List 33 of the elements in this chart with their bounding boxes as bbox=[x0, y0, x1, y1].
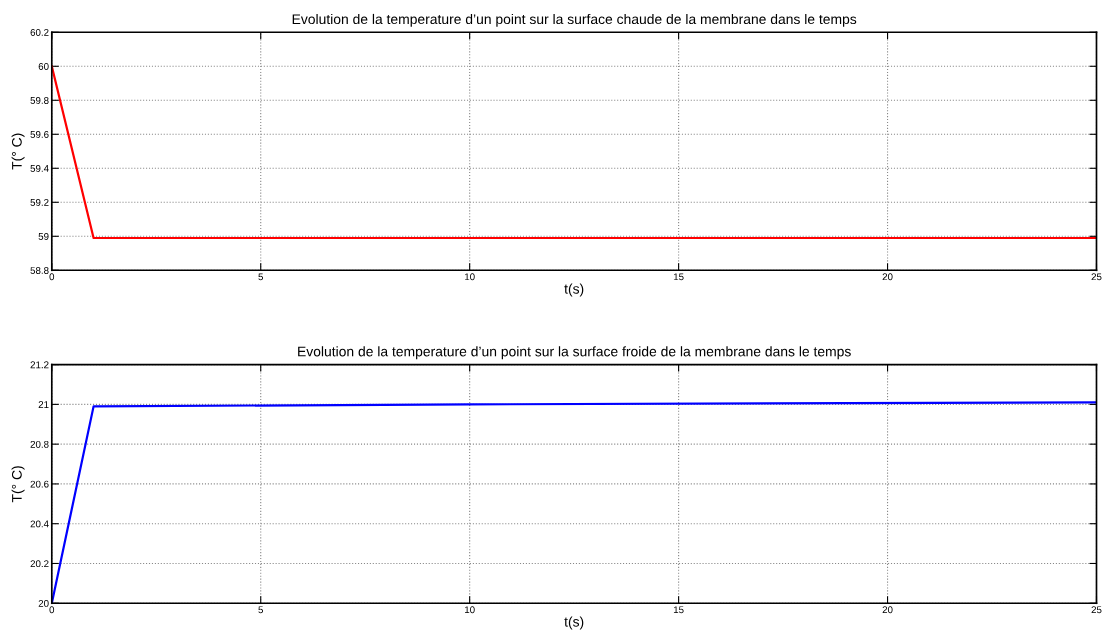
y-tick-label: 20.6 bbox=[30, 480, 49, 488]
y-tick-label: 60.2 bbox=[30, 29, 49, 36]
x-tick-label: 20 bbox=[882, 606, 893, 614]
y-tick-label: 20.2 bbox=[30, 560, 49, 568]
y-tick-label: 20.8 bbox=[30, 440, 49, 448]
x-tick-label: 5 bbox=[258, 606, 264, 614]
x-tick-label: 25 bbox=[1091, 606, 1102, 614]
x-tick-label: 0 bbox=[49, 606, 55, 614]
x-axis-title: t(s) bbox=[564, 283, 584, 297]
y-axis-title: T(° C) bbox=[11, 133, 25, 170]
y-tick-label: 21.2 bbox=[30, 361, 49, 369]
x-tick-label: 15 bbox=[673, 606, 684, 614]
y-axis-title: T(° C) bbox=[11, 466, 25, 503]
x-tick-label: 5 bbox=[258, 273, 264, 281]
chart-title: Evolution de la temperature d’un point sur la surface froide de la membrane dans le temps bbox=[298, 346, 851, 360]
y-tick-label: 59.8 bbox=[30, 97, 49, 104]
x-axis-title: t(s) bbox=[564, 616, 584, 630]
x-tick-label: 20 bbox=[882, 273, 893, 281]
x-tick-label: 0 bbox=[49, 273, 55, 281]
y-tick-label: 59.2 bbox=[30, 199, 49, 206]
y-tick-label: 59.6 bbox=[30, 131, 49, 138]
y-tick-label: 21 bbox=[38, 401, 49, 408]
y-tick-label: 20.4 bbox=[30, 520, 49, 528]
y-tick-label: 59.4 bbox=[30, 165, 49, 172]
x-tick-label: 25 bbox=[1091, 273, 1102, 281]
chart-title: Evolution de la temperature d’un point sur la surface chaude de la membrane dans le temps bbox=[292, 13, 857, 27]
y-tick-label: 60 bbox=[38, 63, 49, 70]
x-tick-label: 15 bbox=[673, 273, 684, 281]
x-tick-label: 10 bbox=[465, 606, 475, 614]
y-tick-label: 20 bbox=[38, 599, 49, 607]
x-tick-label: 10 bbox=[465, 273, 475, 281]
y-tick-label: 59 bbox=[38, 233, 49, 240]
y-tick-label: 58.8 bbox=[30, 267, 49, 274]
